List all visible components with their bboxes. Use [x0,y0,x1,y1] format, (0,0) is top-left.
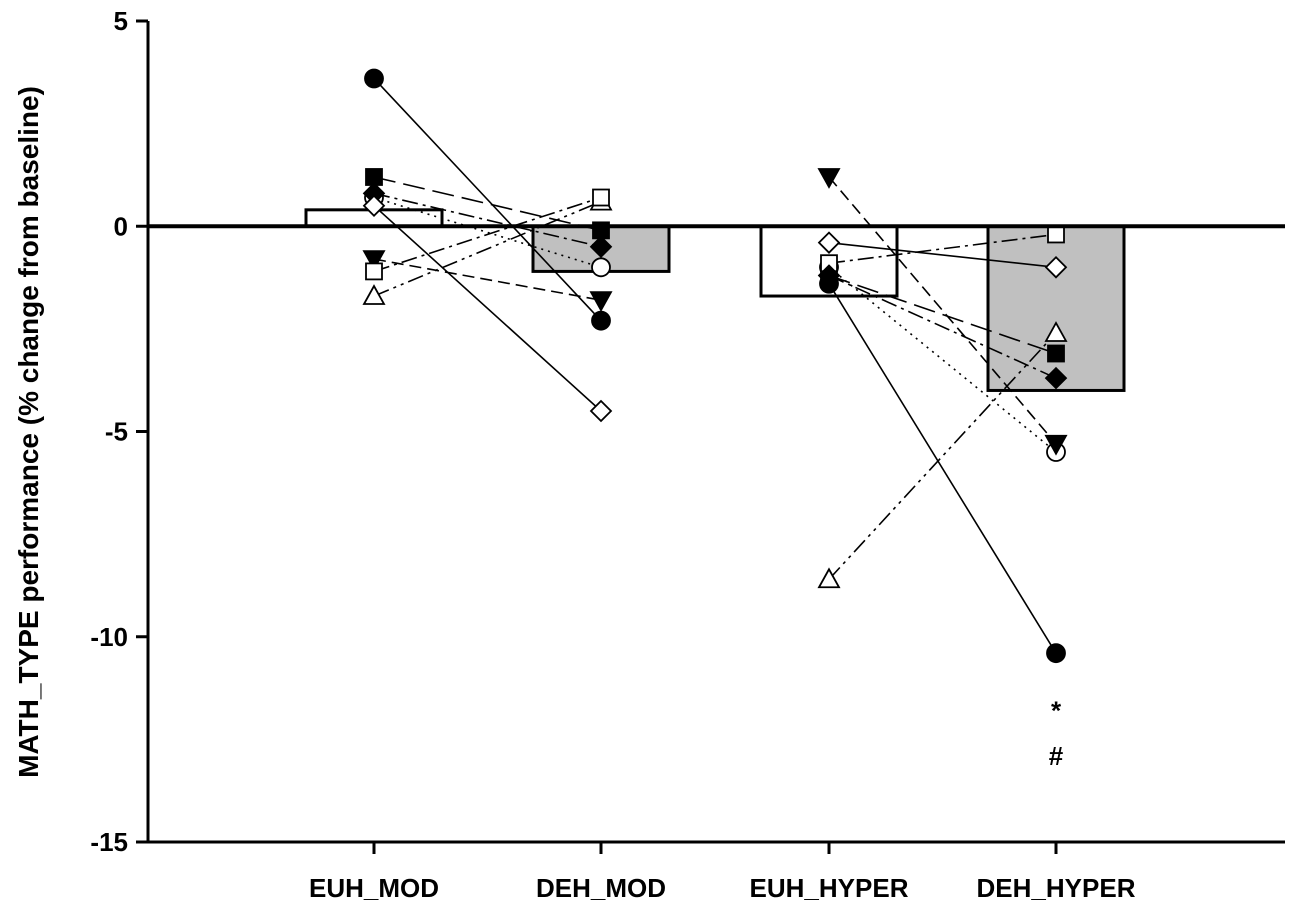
axes-group [146,21,1285,844]
point-open-diamond [362,194,386,217]
point-open-triangle-up [362,284,386,305]
series-line-filled-square [828,274,1057,355]
annotation-mark: * [1051,696,1062,726]
annotation-mark: # [1049,741,1064,771]
point-filled-diamond [817,264,841,287]
x-ticks-group: EUH_MOD DEH_MOD EUH_HYPER DEH_HYPER [309,842,1136,903]
point-filled-triangle-down [1044,434,1068,456]
series-line-filled-triangle-down [373,258,602,301]
point-filled-circle [364,68,384,89]
series-line-filled-diamond [373,192,602,248]
point-filled-square [1047,344,1065,363]
point-filled-diamond [589,235,613,259]
point-filled-triangle-down [362,250,386,271]
series-line-open-diamond [373,205,602,412]
x-tick-label: DEH_MOD [536,873,666,903]
point-filled-diamond [1044,366,1068,390]
bars-group [304,208,1126,392]
y-tick-label: -5 [105,417,128,447]
series-line-filled-triangle-down [828,176,1057,445]
point-open-triangle-up [1044,321,1068,342]
series-line-open-diamond [828,241,1057,269]
bar-deh-hyper [986,224,1126,392]
series-line-filled-circle [828,283,1057,654]
point-open-triangle-up [817,567,841,589]
x-tick-label: DEH_HYPER [977,873,1136,903]
point-open-circle [591,257,611,278]
point-filled-circle [1046,643,1066,664]
annotations-group: *# [1049,696,1064,771]
x-tick-label: EUH_HYPER [750,873,909,903]
y-tick-label: 0 [114,211,128,241]
point-open-square [1047,225,1065,244]
point-open-diamond [1044,256,1068,279]
point-filled-circle [591,310,611,331]
x-tick-label: EUH_MOD [309,873,439,903]
point-open-square [592,188,610,207]
series-line-open-triangle-up [373,200,602,297]
series-line-open-square [373,196,602,273]
y-tick-label: 5 [114,6,128,36]
series-line-open-circle [373,196,602,269]
series-line-open-square [828,233,1057,264]
series-line-filled-square [373,176,602,232]
series-group [362,68,1068,664]
y-ticks-group: 5 0 -5 -10 -15 [90,6,148,857]
point-filled-triangle-down [817,168,841,189]
y-tick-label: -15 [90,827,128,857]
point-open-diamond [589,399,613,423]
point-open-square [365,262,383,281]
y-axis-title: MATH_TYPE performance (% change from bas… [13,86,44,778]
series-line-filled-diamond [828,274,1057,379]
point-filled-triangle-down [589,291,613,312]
series-line-filled-circle [373,77,602,322]
point-open-diamond [817,231,841,254]
y-tick-label: -10 [90,622,128,652]
